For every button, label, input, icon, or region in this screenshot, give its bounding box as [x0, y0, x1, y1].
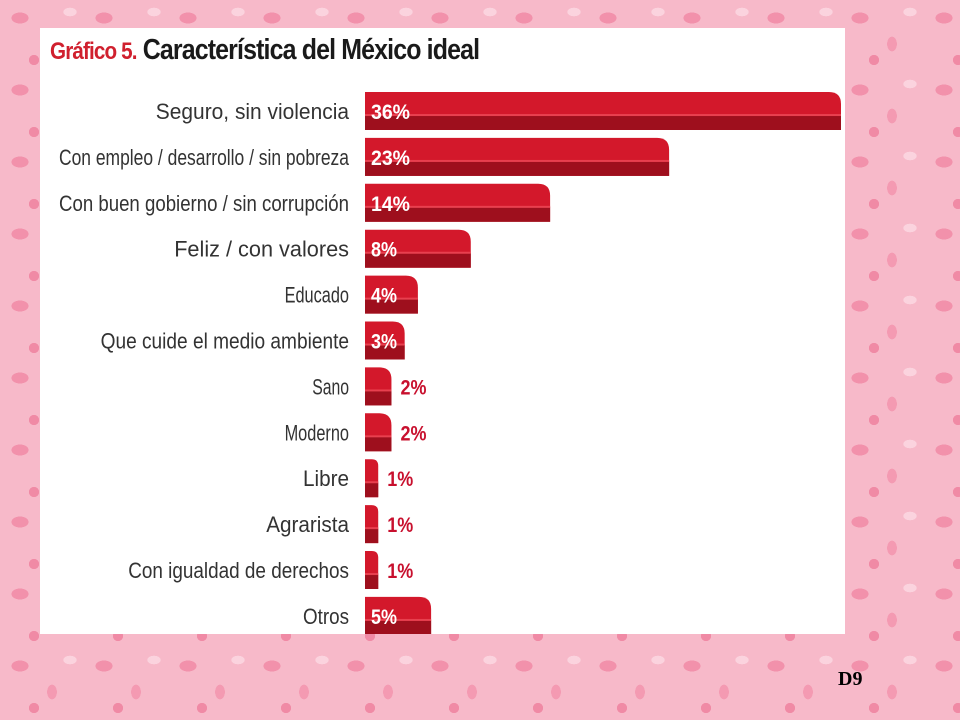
category-label: Moderno: [285, 420, 349, 445]
bar-row: Con igualdad de derechos 1%: [128, 551, 413, 589]
bar-shade: [365, 207, 551, 222]
chart-title-prefix: Gráfico 5.: [50, 38, 137, 65]
value-label: 14%: [371, 193, 410, 216]
chart-panel: Gráfico 5. Característica del México ide…: [40, 28, 845, 634]
value-label: 36%: [371, 101, 410, 124]
category-label: Educado: [285, 283, 349, 308]
bar-row: Moderno 2%: [285, 413, 427, 452]
bar-shade: [365, 436, 392, 452]
bar-row: Feliz / con valores 8%: [174, 229, 471, 268]
bar-highlight: [365, 435, 392, 438]
bar-row: Educado 4%: [285, 275, 418, 314]
bar-shade: [365, 253, 471, 268]
category-label: Libre: [303, 466, 349, 491]
bar-highlight: [365, 481, 379, 484]
bar-shade: [365, 161, 670, 176]
category-label: Feliz / con valores: [174, 237, 349, 262]
bar-shade: [365, 345, 405, 360]
bar-shade: [365, 620, 432, 634]
bar-highlight: [365, 159, 670, 162]
bar-row: Otros 5%: [303, 596, 432, 634]
bar-row: Con buen gobierno / sin corrupción 14%: [59, 183, 551, 222]
bar-shade: [365, 390, 392, 406]
value-label: 3%: [371, 331, 397, 354]
value-label: 2%: [400, 422, 426, 445]
bar-highlight: [365, 389, 392, 392]
bar-highlight: [365, 618, 432, 621]
bar-shade: [365, 574, 379, 589]
bar-row: Agrarista 1%: [266, 505, 413, 544]
bar-highlight: [365, 573, 379, 576]
chart-title: Gráfico 5. Característica del México ide…: [50, 34, 480, 67]
category-label: Con igualdad de derechos: [128, 558, 349, 583]
category-label: Sano: [312, 374, 349, 399]
bar-highlight: [365, 251, 471, 254]
value-label: 1%: [387, 514, 413, 537]
bar-chart: Seguro, sin violencia 36% Con empleo / des…: [59, 92, 841, 634]
bar-shade: [365, 528, 379, 544]
bar-shade: [365, 115, 841, 130]
bar-row: Sano 2%: [312, 367, 427, 406]
chart-title-main: Característica del México ideal: [142, 34, 480, 66]
bar-highlight: [365, 343, 405, 346]
category-label: Que cuide el medio ambiente: [101, 329, 349, 354]
value-label: 2%: [400, 376, 426, 399]
bar-shade: [365, 482, 379, 498]
bar-row: Libre 1%: [303, 459, 413, 498]
bar-row: Que cuide el medio ambiente 3%: [101, 321, 405, 360]
bar-highlight: [365, 297, 418, 300]
category-label: Agrarista: [266, 512, 350, 537]
slide-number: D9: [838, 668, 863, 690]
bar-highlight: [365, 114, 841, 117]
category-label: Con buen gobierno / sin corrupción: [59, 191, 349, 216]
value-label: 23%: [371, 147, 410, 170]
value-label: 1%: [387, 468, 413, 491]
bar-highlight: [365, 205, 551, 208]
category-label: Con empleo / desarrollo / sin pobreza: [59, 145, 350, 170]
category-label: Seguro, sin violencia: [156, 99, 350, 124]
bar-highlight: [365, 527, 379, 530]
value-label: 1%: [387, 560, 413, 583]
bar-shade: [365, 299, 418, 314]
category-label: Otros: [303, 604, 349, 629]
bar-row: Con empleo / desarrollo / sin pobreza 23%: [59, 137, 670, 176]
value-label: 4%: [371, 285, 397, 308]
value-label: 8%: [371, 239, 397, 262]
value-label: 5%: [371, 606, 397, 629]
bar-row: Seguro, sin violencia 36%: [156, 92, 841, 130]
